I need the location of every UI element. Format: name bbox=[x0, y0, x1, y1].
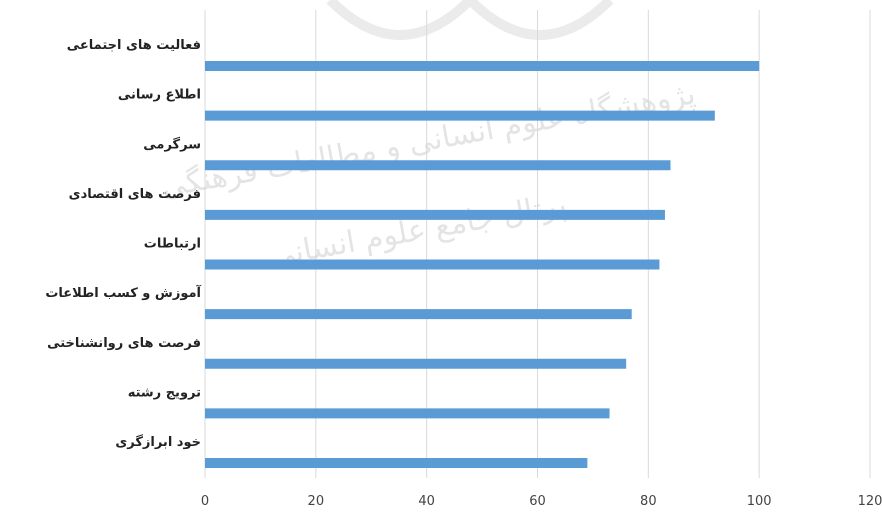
bar-1 bbox=[205, 61, 760, 71]
bar-6 bbox=[205, 309, 632, 320]
x-tick-label-2: 40 bbox=[418, 494, 435, 509]
category-label-7: فرصت های روانشناختی bbox=[47, 336, 201, 351]
category-label-3: سرگرمی bbox=[143, 136, 201, 152]
watermark-line-1: پژوهشگاه علوم انسانی و مطالعات فرهنگی bbox=[159, 76, 698, 205]
watermark: پژوهشگاه علوم انسانی و مطالعات فرهنگی پر… bbox=[159, 0, 698, 274]
category-label-8: ترویج رشته bbox=[128, 385, 201, 400]
x-tick-label-0: 0 bbox=[201, 494, 209, 509]
bars bbox=[205, 61, 760, 468]
bar-4 bbox=[205, 209, 665, 220]
category-label-5: ارتباطات bbox=[144, 237, 201, 252]
bar-7 bbox=[205, 358, 627, 369]
bar-8 bbox=[205, 408, 610, 419]
category-label-9: خود ابرازگری bbox=[115, 434, 201, 450]
x-tick-label-6: 120 bbox=[858, 494, 882, 509]
bar-2 bbox=[205, 110, 715, 121]
category-labels: فعالیت های اجتماعی اطلاع رسانی سرگرمی فرصت … bbox=[45, 38, 201, 450]
watermark-logo-arc bbox=[326, 0, 614, 40]
x-tick-label-1: 20 bbox=[308, 494, 325, 509]
grid-lines bbox=[204, 10, 871, 478]
category-label-1: فعالیت های اجتماعی bbox=[67, 38, 201, 53]
bar-3 bbox=[205, 160, 671, 171]
bar-9 bbox=[205, 458, 588, 468]
category-label-4: فرصت های اقتصادی bbox=[69, 187, 201, 202]
x-tick-label-4: 80 bbox=[640, 494, 657, 509]
x-axis-ticks: 0 20 40 60 80 100 120 bbox=[201, 494, 882, 509]
category-label-2: اطلاع رسانی bbox=[118, 88, 201, 103]
bar-5 bbox=[205, 259, 660, 270]
category-label-6: آموزش و کسب اطلاعات bbox=[45, 284, 201, 301]
x-tick-label-5: 100 bbox=[747, 494, 772, 509]
x-tick-label-3: 60 bbox=[529, 494, 546, 509]
